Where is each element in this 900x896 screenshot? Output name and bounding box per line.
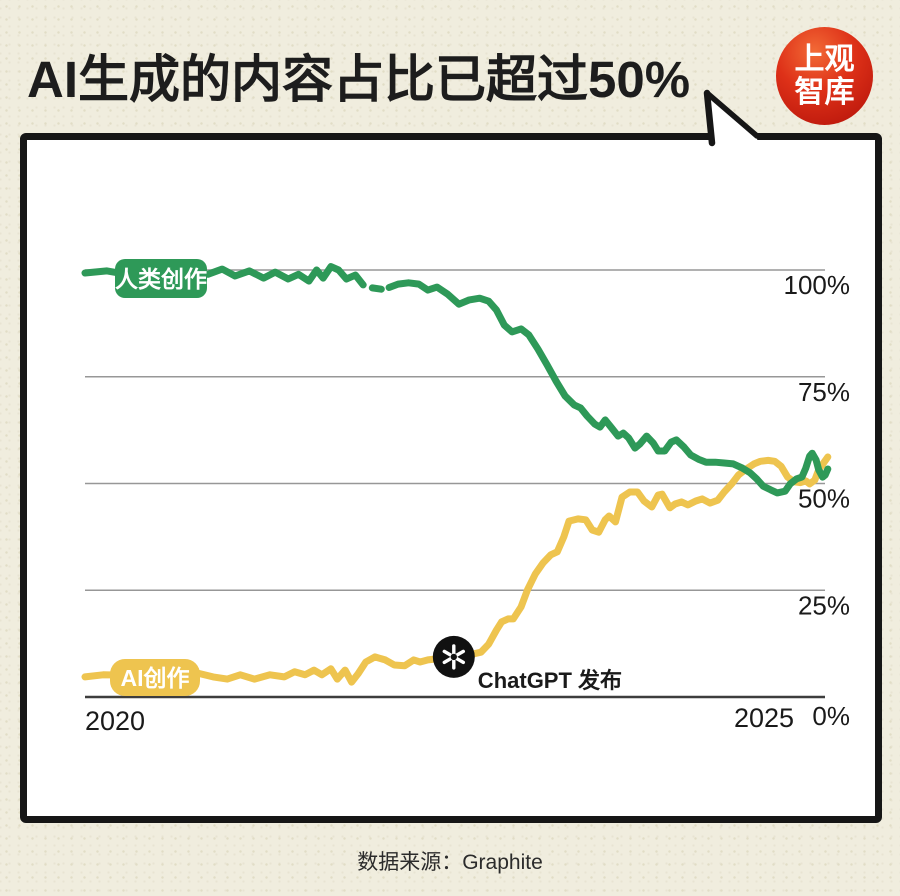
legend-pill-human-label: 人类创作 <box>115 266 207 292</box>
y-axis-labels: 0% 25% 50% 75% 100% <box>784 270 851 731</box>
brand-logo-line1: 上观 <box>794 43 855 76</box>
ai-creation-line <box>81 453 832 686</box>
brand-logo-line2: 智库 <box>794 76 855 109</box>
legend-pill-human: 人类创作 <box>115 259 207 298</box>
x-axis-labels: 2020 2025 <box>85 703 794 736</box>
series-lines <box>81 263 832 686</box>
speech-bubble-tail-icon <box>703 89 760 147</box>
human-creation-line-seg2 <box>385 279 832 497</box>
gridlines <box>85 269 825 699</box>
x-tick-2020: 2020 <box>85 706 145 736</box>
data-source-caption: 数据来源：Graphite <box>357 851 543 874</box>
y-tick-0: 0% <box>812 701 850 731</box>
y-tick-100: 100% <box>784 270 851 300</box>
chatgpt-annotation-label: ChatGPT 发布 <box>478 668 622 693</box>
legend-pill-ai: AI创作 <box>110 659 200 696</box>
x-tick-2025: 2025 <box>734 703 794 733</box>
chart-card: 人类创作 AI创作 ChatGPT 发布 <box>20 133 882 823</box>
legend-pill-ai-label: AI创作 <box>121 665 190 691</box>
page-title: AI生成的内容占比已超过50% <box>27 51 691 108</box>
chatgpt-annotation: ChatGPT 发布 <box>432 635 622 693</box>
y-tick-50: 50% <box>798 484 850 514</box>
human-creation-line-seg1 <box>368 284 385 293</box>
y-tick-25: 25% <box>798 590 850 620</box>
y-tick-75: 75% <box>798 377 850 407</box>
brand-logo: 上观 智库 <box>776 27 873 125</box>
openai-logo-icon <box>432 635 475 678</box>
line-chart: 人类创作 AI创作 ChatGPT 发布 <box>81 259 851 736</box>
